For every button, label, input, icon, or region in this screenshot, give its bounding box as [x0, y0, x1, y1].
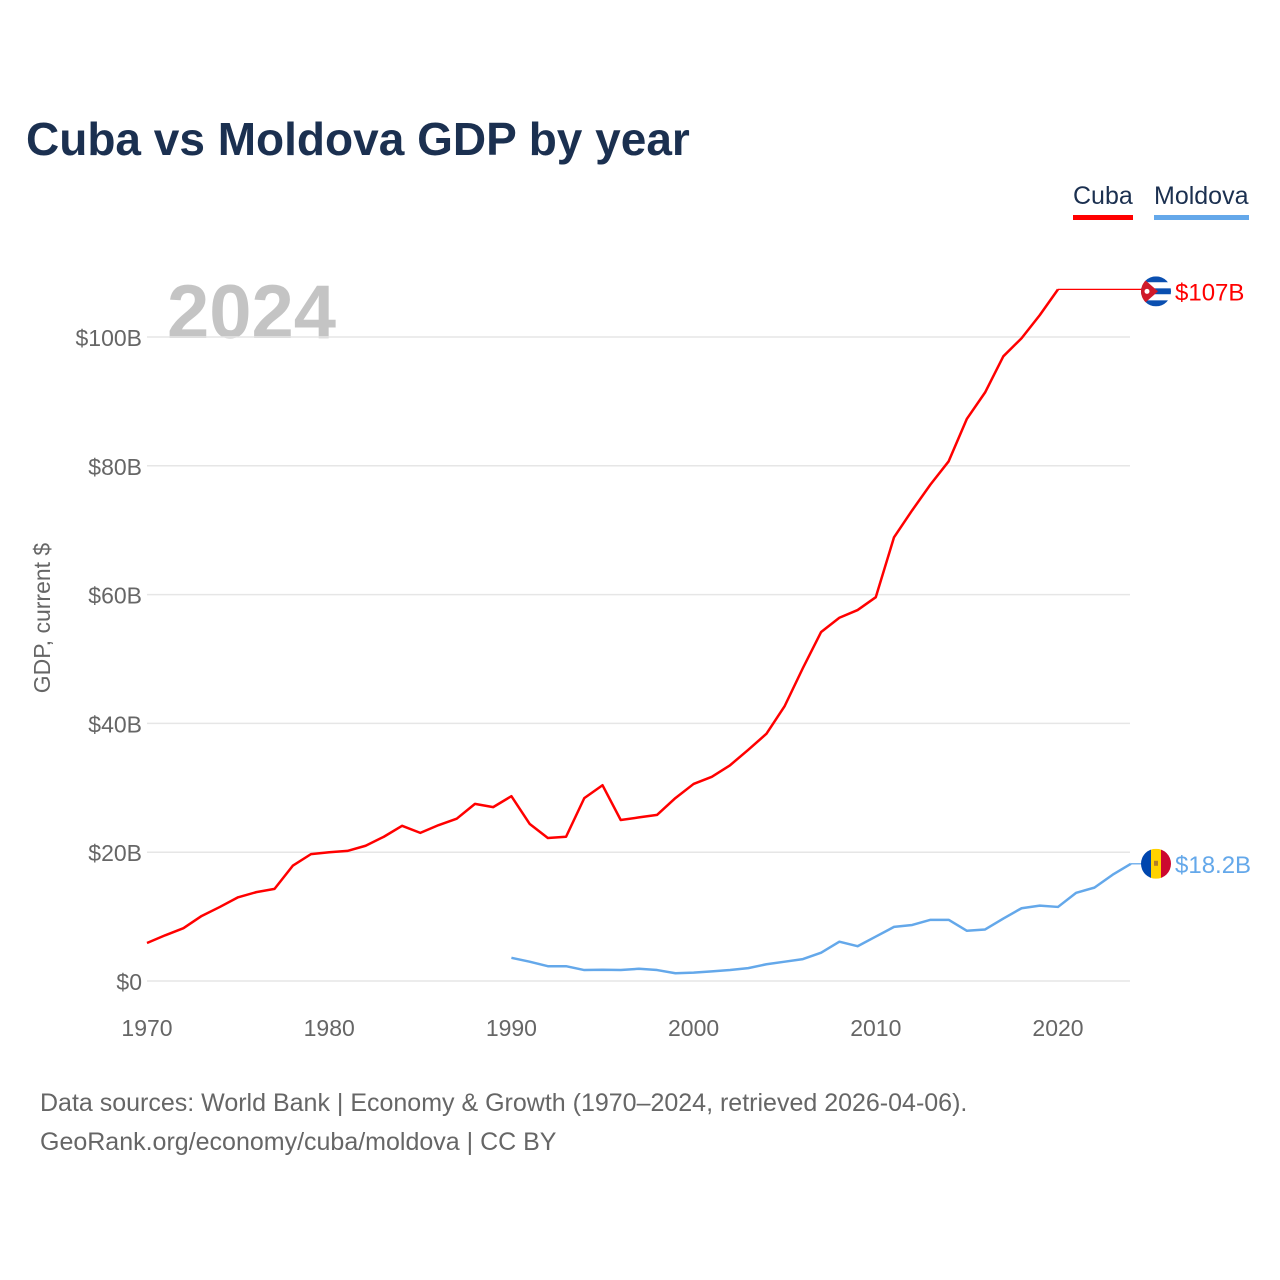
x-tick-label: 1990: [486, 1015, 537, 1041]
y-tick-label: $0: [116, 969, 142, 995]
moldova-flag-icon: [1141, 848, 1171, 879]
end-value-label-cuba: $107B: [1175, 279, 1244, 306]
series-line-cuba: [146, 288, 1060, 945]
source-line-1: Data sources: World Bank | Economy & Gro…: [40, 1089, 968, 1117]
y-tick-label: $20B: [88, 840, 142, 866]
x-tick-label: 2000: [668, 1015, 719, 1041]
x-tick-label: 1970: [121, 1015, 172, 1041]
y-tick-label: $40B: [88, 711, 142, 737]
y-tick-label: $60B: [88, 583, 142, 609]
x-tick-label: 2010: [850, 1015, 901, 1041]
year-watermark: 2024: [167, 270, 336, 355]
x-tick-label: 1980: [304, 1015, 355, 1041]
end-value-label-moldova: $18.2B: [1175, 852, 1251, 879]
y-axis-label: GDP, current $: [29, 543, 55, 694]
source-line-2: GeoRank.org/economy/cuba/moldova | CC BY: [40, 1128, 557, 1156]
legend-moldova[interactable]: Moldova: [1154, 182, 1249, 220]
chart-title: Cuba vs Moldova GDP by year: [26, 113, 690, 165]
y-tick-label: $80B: [88, 454, 142, 480]
legend-cuba[interactable]: Cuba: [1073, 182, 1133, 220]
series-line-moldova: [511, 862, 1132, 975]
cuba-flag-icon: [1141, 276, 1171, 307]
y-tick-label: $100B: [75, 325, 142, 351]
x-tick-label: 2020: [1032, 1015, 1083, 1041]
source-note: Data sources: World Bank | Economy & Gro…: [40, 1084, 967, 1162]
